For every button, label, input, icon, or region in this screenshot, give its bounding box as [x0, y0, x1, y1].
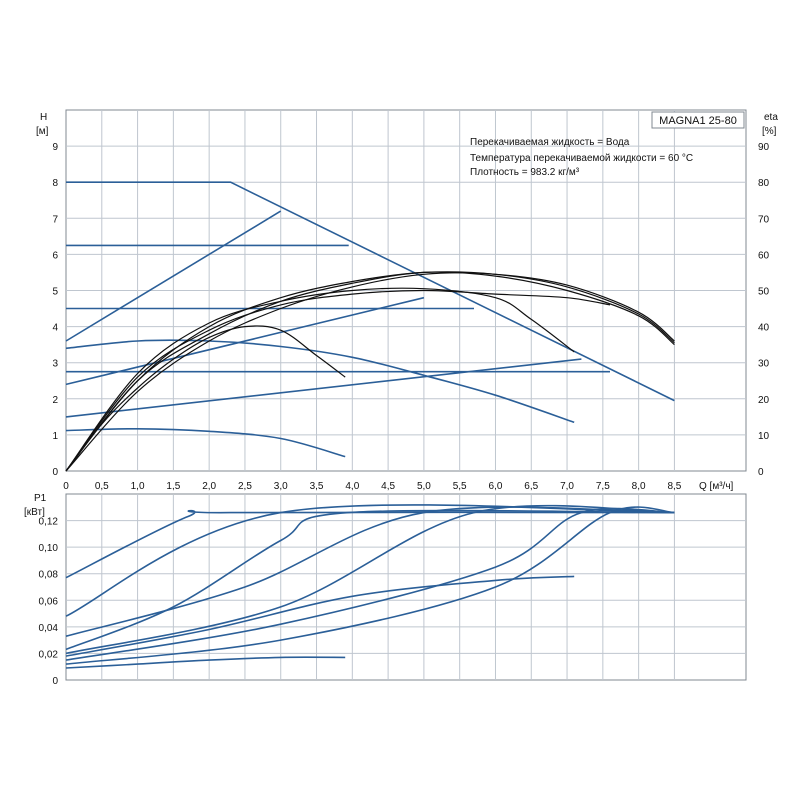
y-tick-label-eta: 10 [758, 431, 770, 442]
power-curve-prop-high [65, 504, 675, 617]
info-temperature: Температура перекачиваемой жидкости = 60… [470, 153, 693, 164]
y-tick-label-power: 0,10 [39, 543, 59, 554]
x-tick-label: 7,5 [596, 481, 610, 492]
y-tick-label-head: 9 [52, 142, 58, 153]
power-curve-const-high [65, 509, 675, 651]
x-tick-label: 6,5 [524, 481, 538, 492]
y-tick-label-eta: 20 [758, 395, 770, 406]
efficiency-curve-3 [65, 289, 611, 472]
x-tick-label: 4,5 [381, 481, 395, 492]
x-axis-label-flow: Q [м³/ч] [699, 481, 734, 492]
y-axis-unit-head: [м] [36, 126, 49, 137]
x-tick-label: 0,5 [95, 481, 109, 492]
efficiency-curve-6 [65, 272, 675, 472]
y-axis-label-eta: eta [764, 112, 778, 123]
x-tick-label: 0 [63, 481, 69, 492]
power-chart-curves [65, 504, 675, 669]
x-tick-label: 6,0 [489, 481, 503, 492]
power-chart-grid [65, 493, 747, 681]
power-curve-prop-low [65, 507, 675, 661]
y-tick-label-power: 0,06 [39, 596, 59, 607]
y-tick-label-head: 5 [52, 287, 58, 298]
y-tick-label-head: 8 [52, 178, 58, 189]
y-tick-label-eta: 50 [758, 287, 770, 298]
y-tick-label-power: 0,04 [39, 623, 59, 634]
chart-title: MAGNA1 25-80 [659, 115, 737, 127]
x-tick-label: 1,5 [166, 481, 180, 492]
efficiency-curve-2 [65, 287, 575, 472]
y-tick-label-power: 0,12 [39, 517, 59, 528]
x-tick-label: 5,5 [453, 481, 467, 492]
power-curve-max [65, 509, 675, 579]
title-box [651, 111, 745, 129]
head-chart-curves [65, 181, 675, 472]
y-tick-label-head: 6 [52, 250, 58, 261]
y-tick-label-eta: 70 [758, 214, 770, 225]
power-curve-autoadapt-low [65, 656, 346, 669]
efficiency-curve-5 [65, 271, 675, 472]
x-tick-label: 3,0 [274, 481, 288, 492]
x-tick-label: 2,5 [238, 481, 252, 492]
autoadapt-curve-1.1 [65, 427, 346, 458]
x-tick-label: 1,0 [131, 481, 145, 492]
y-tick-label-power: 0,08 [39, 570, 59, 581]
y-tick-label-eta: 0 [758, 467, 764, 478]
y-tick-label-eta: 80 [758, 178, 770, 189]
y-tick-label-power: 0 [52, 676, 58, 687]
power-chart-frame [65, 493, 747, 681]
x-tick-label: 5,0 [417, 481, 431, 492]
y-tick-label-eta: 30 [758, 359, 770, 370]
y-axis-label-head: H [40, 112, 47, 123]
y-tick-label-head: 3 [52, 359, 58, 370]
y-tick-label-head: 1 [52, 431, 58, 442]
x-tick-label: 7,0 [560, 481, 574, 492]
y-tick-label-eta: 60 [758, 250, 770, 261]
y-axis-unit-eta: [%] [762, 126, 777, 137]
x-tick-label: 8,0 [632, 481, 646, 492]
proportional-curve-mid [65, 296, 425, 386]
power-curve-autoadapt-high [65, 575, 575, 657]
y-tick-label-power: 0,02 [39, 649, 59, 660]
proportional-curve-low [65, 358, 582, 418]
y-tick-label-head: 4 [52, 323, 58, 334]
info-fluid: Перекачиваемая жидкость = Вода [470, 137, 630, 148]
info-density: Плотность = 983.2 кг/м³ [470, 167, 580, 178]
power-curve-const-mid [65, 504, 675, 655]
autoadapt-curve-3.4 [65, 339, 575, 424]
power-curve-prop-mid [65, 506, 675, 637]
efficiency-curve-1 [65, 325, 346, 472]
max-pressure-curve [66, 181, 675, 402]
proportional-curve-high [65, 210, 282, 342]
y-axis-label-power: P1 [34, 493, 47, 504]
power-curve-const-low [65, 506, 675, 665]
y-tick-label-eta: 90 [758, 142, 770, 153]
y-tick-label-eta: 40 [758, 323, 770, 334]
y-tick-label-head: 2 [52, 395, 58, 406]
x-tick-label: 4,0 [345, 481, 359, 492]
x-tick-label: 8,5 [667, 481, 681, 492]
y-axis-unit-power: [кВт] [24, 507, 45, 518]
y-tick-label-head: 7 [52, 214, 58, 225]
x-tick-label: 2,0 [202, 481, 216, 492]
chart-labels: 0 0,5 1,0 1,5 2,0 2,5 3,0 3,5 4,0 4,5 5,0 5,5 6,0 6,5… [39, 142, 770, 687]
efficiency-curve-4 [65, 271, 675, 472]
x-tick-label: 3,5 [310, 481, 324, 492]
y-tick-label-head: 0 [52, 467, 58, 478]
